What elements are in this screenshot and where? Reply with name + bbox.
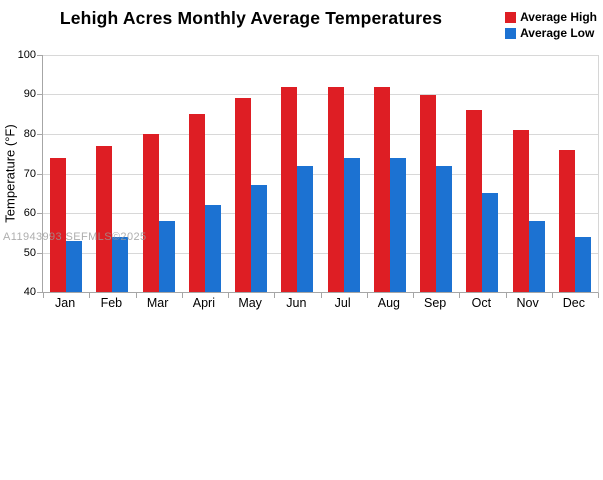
y-tick	[37, 213, 42, 214]
legend-label-low: Average Low	[520, 26, 595, 40]
month-label-apri: Apri	[192, 296, 215, 310]
month-label-jun: Jun	[286, 296, 307, 310]
y-tick	[37, 55, 42, 56]
x-tick	[459, 293, 461, 298]
x-tick	[366, 293, 368, 298]
bar-average-high-sep	[420, 94, 437, 292]
y-tick-label: 70	[23, 168, 36, 180]
bar-group-mar	[136, 55, 182, 292]
bar-average-low-jul	[343, 157, 360, 292]
chart-title: Lehigh Acres Monthly Average Temperature…	[59, 8, 443, 28]
month-label-aug: Aug	[377, 296, 400, 310]
bar-group-aug	[367, 55, 413, 292]
bar-average-high-aug	[373, 86, 390, 292]
bar-group-jul	[321, 55, 367, 292]
month-label-mar: Mar	[146, 296, 169, 310]
bars-container	[43, 55, 598, 292]
bar-average-high-jul	[327, 86, 344, 292]
y-axis-tick-labels: 40 50 60 70 80 90 100	[0, 49, 38, 298]
bar-group-nov	[506, 55, 552, 292]
x-axis-labels: Jan Feb Mar Apri May Jun Jul Aug Sep Oct Nov Dec	[42, 296, 597, 310]
month-label-sep: Sep	[424, 296, 447, 310]
bar-average-low-sep	[436, 165, 453, 292]
bar-average-low-jun	[297, 165, 314, 292]
bar-average-low-oct	[482, 193, 499, 292]
bar-average-high-jan	[50, 157, 67, 292]
bar-average-low-apri	[204, 205, 221, 292]
bar-average-low-aug	[389, 157, 406, 292]
bar-average-high-nov	[512, 130, 529, 292]
y-tick-label: 60	[23, 207, 36, 219]
gridline	[43, 134, 598, 135]
bar-group-jun	[274, 55, 320, 292]
month-label-may: May	[238, 296, 262, 310]
legend-swatch-high	[505, 11, 517, 23]
gridline	[43, 213, 598, 214]
x-tick	[413, 293, 414, 298]
bar-average-low-nov	[528, 220, 545, 292]
bar-group-apri	[182, 55, 228, 292]
bar-average-low-feb	[112, 236, 129, 292]
x-tick	[505, 293, 507, 298]
y-tick-label: 40	[23, 286, 36, 298]
plot-area	[37, 55, 599, 298]
x-tick	[89, 293, 91, 298]
mls-watermark: A11943993 SEFMLS©2025	[3, 231, 147, 243]
bar-average-low-mar	[158, 220, 175, 292]
legend: Average High Average Low	[505, 10, 597, 40]
gridline	[43, 174, 598, 175]
y-tick-label: 50	[23, 247, 36, 259]
y-tick	[37, 174, 42, 175]
month-label-jul: Jul	[334, 296, 351, 310]
x-tick	[135, 293, 137, 298]
bar-group-feb	[89, 55, 135, 292]
gridline	[43, 94, 598, 95]
bar-group-dec	[552, 55, 598, 292]
x-tick	[551, 293, 553, 298]
legend-label-high: Average High	[520, 10, 597, 24]
bar-average-low-may	[251, 185, 268, 292]
bar-average-high-jun	[281, 86, 298, 292]
bar-average-high-apri	[188, 114, 205, 292]
month-label-feb: Feb	[100, 296, 123, 310]
y-tick-label: 100	[17, 49, 36, 61]
legend-item-average-low: Average Low	[505, 26, 597, 40]
bar-average-high-may	[235, 98, 252, 292]
x-tick	[320, 293, 322, 298]
month-label-dec: Dec	[562, 296, 585, 310]
bar-group-oct	[459, 55, 505, 292]
y-tick-label: 90	[23, 88, 36, 100]
month-label-nov: Nov	[516, 296, 539, 310]
bar-average-high-dec	[558, 149, 575, 292]
bar-group-sep	[413, 55, 459, 292]
legend-swatch-low	[505, 27, 517, 39]
gridline	[43, 55, 598, 56]
bar-group-jan	[43, 55, 89, 292]
x-tick	[228, 293, 229, 298]
gridline	[43, 253, 598, 254]
y-tick	[37, 94, 42, 95]
bar-average-high-oct	[466, 110, 483, 292]
bar-average-low-dec	[574, 236, 591, 292]
x-tick	[43, 293, 44, 298]
legend-item-average-high: Average High	[505, 10, 597, 24]
month-label-oct: Oct	[471, 296, 492, 310]
y-tick	[37, 253, 42, 254]
y-tick-label: 80	[23, 128, 36, 140]
bar-average-low-jan	[66, 240, 83, 292]
bar-average-high-feb	[96, 145, 113, 292]
month-label-jan: Jan	[55, 296, 76, 310]
x-tick	[274, 293, 276, 298]
bar-group-may	[228, 55, 274, 292]
x-tick	[181, 293, 183, 298]
y-tick	[37, 292, 42, 293]
bar-average-high-mar	[142, 134, 159, 292]
y-tick	[37, 134, 42, 135]
x-tick	[598, 293, 599, 298]
